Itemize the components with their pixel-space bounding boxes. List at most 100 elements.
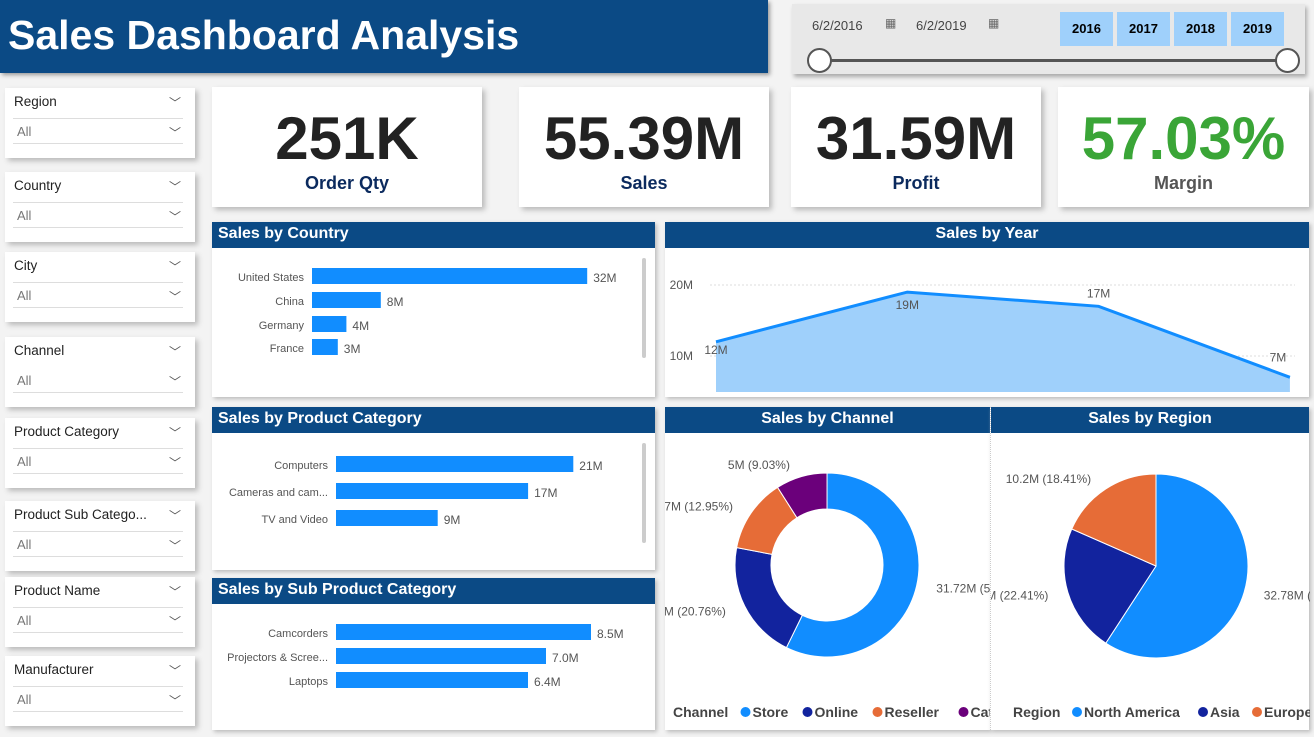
bar [336,672,528,688]
divider [13,686,183,687]
y-tick-label: 10M [670,349,693,363]
dropdown-chevron-icon[interactable]: ﹀ [168,539,181,553]
slider-start-handle[interactable] [807,48,832,73]
slicer-product-name: Product Name ﹀ All ﹀ [5,577,195,647]
sales-by-product-category-chart: Computers 21M Cameras and cam... 17M TV and … [229,443,646,585]
collapse-chevron-icon[interactable]: ﹀ [168,180,181,194]
collapse-chevron-icon[interactable]: ﹀ [168,509,181,523]
panel-title: Sales by Region [991,407,1309,433]
collapse-chevron-icon[interactable]: ﹀ [168,345,181,359]
dropdown-chevron-icon[interactable]: ﹀ [168,694,181,708]
slicer-dropdown-value[interactable]: All [17,692,32,707]
kpi-label: Order Qty [304,173,390,193]
scrollbar[interactable] [642,443,646,543]
end-date[interactable]: 6/2/2019 [916,18,967,33]
date-slider-track[interactable] [820,59,1288,62]
dashboard-title: Sales Dashboard Analysis [0,0,768,73]
date-range-slicer: 6/2/2016 ▦ 6/2/2019 ▦ 2016 2017 2018 201… [792,4,1305,74]
year-button-2017[interactable]: 2017 [1117,12,1170,46]
category-label: United States [238,272,305,284]
divider [13,711,183,712]
slicer-dropdown-value[interactable]: All [17,124,32,139]
kpi-value: 251K [275,105,419,172]
slicer-label: Product Category [14,424,120,439]
kpi-margin: 57.03% Margin [1058,87,1309,207]
slicer-region: Region ﹀ All ﹀ [5,88,195,158]
dropdown-chevron-icon[interactable]: ﹀ [168,210,181,224]
bar [312,268,588,284]
divider [13,607,183,608]
category-label: TV and Video [262,514,328,526]
dropdown-chevron-icon[interactable]: ﹀ [168,126,181,140]
legend-item: Reseller [885,704,940,720]
legend-item: Online [815,704,859,720]
data-label: 8.5M [597,627,624,641]
bar [336,456,574,472]
category-label: Laptops [289,676,329,688]
kpi-label: Sales [620,173,668,193]
kpi-value: 55.39M [543,105,745,172]
divider [13,392,183,393]
sales-by-region-panel: Sales by Region 32.78M (59.18%) 12.41M (22… [956,407,1314,730]
legend-item: Store [753,704,789,720]
slicer-label: Product Name [14,583,101,598]
slicer-dropdown-value[interactable]: All [17,613,32,628]
slicer-dropdown-value[interactable]: All [17,537,32,552]
collapse-chevron-icon[interactable]: ﹀ [168,664,181,678]
sales-by-sub-product-category-chart: Camcorders 8.5M Projectors & Scree... 7.0M L… [227,624,624,737]
divider [13,632,183,633]
data-label: 19M [896,298,919,312]
collapse-chevron-icon[interactable]: ﹀ [168,585,181,599]
collapse-chevron-icon[interactable]: ﹀ [168,260,181,274]
data-label: 17M [1087,286,1110,300]
dropdown-chevron-icon[interactable]: ﹀ [168,456,181,470]
slicer-dropdown-value[interactable]: All [17,373,32,388]
slider-end-handle[interactable] [1275,48,1300,73]
year-button-2016[interactable]: 2016 [1060,12,1113,46]
category-label: Camcorders [268,628,328,640]
slicer-dropdown-value[interactable]: All [17,288,32,303]
category-label: Computers [274,460,328,472]
start-date[interactable]: 6/2/2016 [812,18,863,33]
panel-title: Sales by Year [665,222,1309,248]
area-fill [716,292,1290,392]
calendar-icon[interactable]: ▦ [885,16,897,30]
collapse-chevron-icon[interactable]: ﹀ [168,426,181,440]
slicer-channel: Channel ﹀ All ﹀ [5,337,195,407]
slice-asia [1063,528,1157,644]
kpi-profit: 31.59M Profit [791,87,1041,207]
year-button-2019[interactable]: 2019 [1231,12,1284,46]
collapse-chevron-icon[interactable]: ﹀ [168,96,181,110]
slice-store [785,472,920,658]
slicer-dropdown-value[interactable]: All [17,208,32,223]
divider [13,448,183,449]
legend-marker [802,707,813,717]
legend-marker [872,707,883,717]
bar [312,339,338,355]
year-button-2018[interactable]: 2018 [1174,12,1227,46]
data-label: 7.17M (12.95%) [665,500,733,514]
dropdown-chevron-icon[interactable]: ﹀ [168,290,181,304]
data-label: 17M [534,486,557,500]
data-label: 4M [352,319,369,333]
data-label: 21M [579,459,602,473]
dropdown-chevron-icon[interactable]: ﹀ [168,375,181,389]
slicer-product-category: Product Category ﹀ All ﹀ [5,418,195,488]
kpi-value: 57.03% [1081,105,1286,172]
divider [13,282,183,283]
data-label: 9M [444,513,461,527]
legend-item: North America [1084,704,1180,720]
sales-by-country-panel: Sales by Country United States 32M China 8M G… [212,222,655,411]
sales-by-year-chart: 10M20M12M201619M201717M20187M2019 [670,278,1295,411]
dropdown-chevron-icon[interactable]: ﹀ [168,615,181,629]
slicer-dropdown-value[interactable]: All [17,454,32,469]
slicer-label: Channel [14,343,65,358]
calendar-icon[interactable]: ▦ [988,16,1000,30]
scrollbar[interactable] [642,258,646,358]
divider [13,143,183,144]
legend-marker [740,707,751,717]
data-label: 6.4M [534,675,561,689]
divider [13,307,183,308]
kpi-order-qty: 251K Order Qty [212,87,482,207]
bar [336,510,438,526]
